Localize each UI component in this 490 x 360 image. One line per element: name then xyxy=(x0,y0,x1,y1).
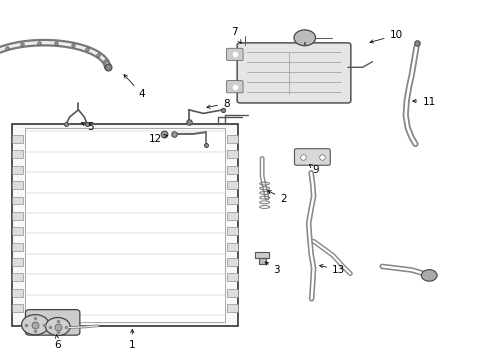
Text: 9: 9 xyxy=(309,165,319,175)
Bar xyxy=(227,135,238,143)
FancyBboxPatch shape xyxy=(226,48,243,60)
Bar xyxy=(227,258,238,266)
Text: 6: 6 xyxy=(54,334,61,350)
Bar xyxy=(12,124,238,326)
Bar xyxy=(227,212,238,220)
Bar xyxy=(227,227,238,235)
Text: 4: 4 xyxy=(124,75,146,99)
Bar xyxy=(227,166,238,174)
Bar xyxy=(227,150,238,158)
Bar xyxy=(12,150,23,158)
Circle shape xyxy=(294,30,316,46)
Bar xyxy=(12,304,23,312)
Bar xyxy=(227,289,238,297)
Text: 2: 2 xyxy=(268,191,287,204)
Bar xyxy=(255,252,269,258)
Text: 3: 3 xyxy=(265,262,280,275)
Bar xyxy=(227,243,238,251)
Circle shape xyxy=(46,318,70,336)
Text: 7: 7 xyxy=(231,27,241,43)
Text: 12: 12 xyxy=(148,134,167,144)
Text: 8: 8 xyxy=(207,99,230,109)
Circle shape xyxy=(421,270,437,281)
FancyBboxPatch shape xyxy=(294,149,330,165)
Text: 11: 11 xyxy=(413,96,436,107)
FancyBboxPatch shape xyxy=(237,43,351,103)
Bar xyxy=(12,181,23,189)
Bar xyxy=(227,197,238,204)
Text: 1: 1 xyxy=(129,329,136,350)
Bar xyxy=(24,128,225,322)
FancyBboxPatch shape xyxy=(25,310,80,335)
Bar xyxy=(12,289,23,297)
Bar xyxy=(227,304,238,312)
Text: 5: 5 xyxy=(81,122,94,132)
Bar xyxy=(259,258,266,264)
Bar xyxy=(12,274,23,282)
Bar xyxy=(12,243,23,251)
FancyBboxPatch shape xyxy=(226,81,243,93)
Bar xyxy=(227,181,238,189)
Bar xyxy=(12,166,23,174)
Circle shape xyxy=(22,315,49,335)
Bar xyxy=(12,212,23,220)
Bar xyxy=(227,274,238,282)
Bar xyxy=(12,197,23,204)
Text: 10: 10 xyxy=(370,30,403,43)
Text: 13: 13 xyxy=(319,265,345,275)
Bar xyxy=(12,227,23,235)
Bar xyxy=(12,258,23,266)
Bar xyxy=(12,135,23,143)
